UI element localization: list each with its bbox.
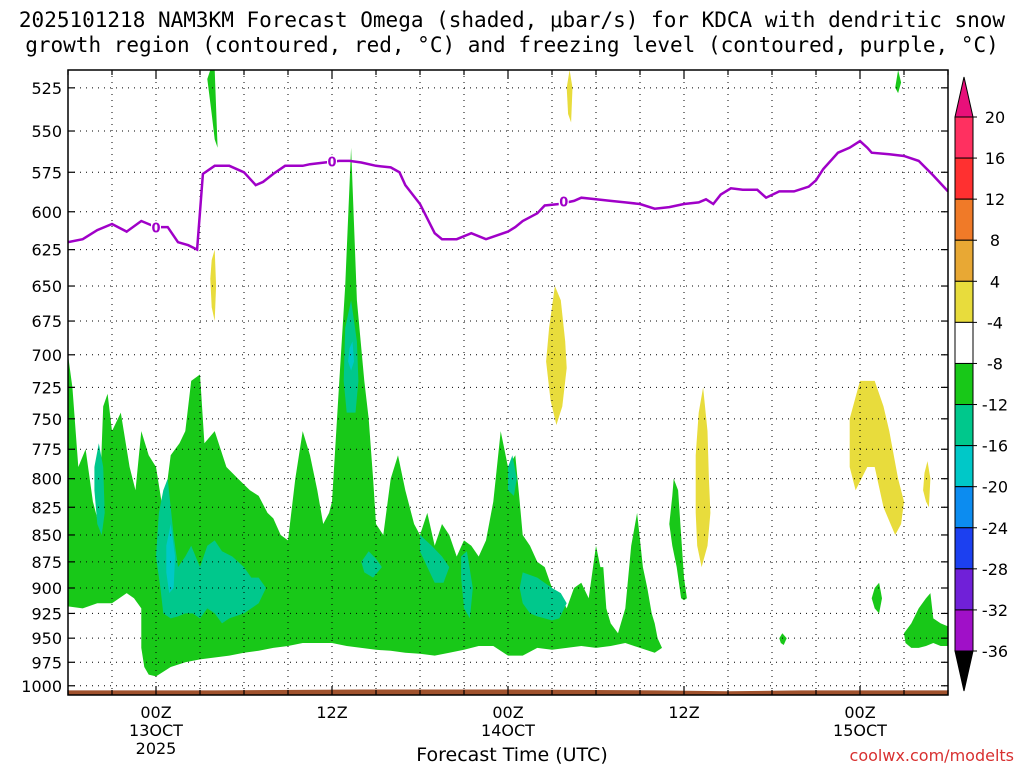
colorbar-label-9: -20 <box>982 478 1008 497</box>
colorbar-swatch-9 <box>954 486 974 529</box>
colorbar-swatch-5 <box>954 321 974 364</box>
y-tick-label-950: 950 <box>31 629 62 648</box>
colorbar: 20 16 12 8 4 -4 -8 -12 -16 -20 -24 -28 -32 -36 <box>954 76 1008 692</box>
omega-region-16 <box>348 341 354 371</box>
colorbar-label-4: 4 <box>990 272 1000 291</box>
x-tick-label-6-0: 00Z <box>140 703 171 722</box>
omega-shaded-regions <box>68 70 948 677</box>
y-tick-label-625: 625 <box>31 241 62 260</box>
colorbar-label-6: -8 <box>987 354 1003 373</box>
colorbar-over-arrow <box>954 76 974 118</box>
omega-region-13 <box>508 455 517 496</box>
colorbar-swatch-6 <box>954 362 974 406</box>
colorbar-label-8: -16 <box>982 437 1008 456</box>
y-tick-label-900: 900 <box>31 579 62 598</box>
y-axis-ticks: 525 550 575 600 625 650 675 700 725 750 775 800 825 8… <box>21 79 948 696</box>
omega-region-2 <box>669 478 687 601</box>
omega-region-18 <box>566 70 573 123</box>
freezing-level-label-1: 0 <box>327 156 336 171</box>
omega-region-5 <box>871 582 882 614</box>
omega-region-20 <box>695 387 711 568</box>
omega-region-6 <box>895 70 902 94</box>
x-axis-label: Forecast Time (UTC) <box>416 744 608 766</box>
y-tick-label-700: 700 <box>31 346 62 365</box>
omega-region-14 <box>519 572 567 621</box>
y-tick-label-800: 800 <box>31 470 62 489</box>
y-tick-label-550: 550 <box>31 122 62 141</box>
y-tick-label-775: 775 <box>31 440 62 459</box>
colorbar-swatch-8 <box>954 445 974 488</box>
colorbar-swatch-12 <box>954 609 974 652</box>
colorbar-label-3: 8 <box>990 231 1000 250</box>
omega-region-7 <box>94 443 105 535</box>
chart-title-line1: 2025101218 NAM3KM Forecast Omega (shaded… <box>18 8 1006 32</box>
freezing-level-line <box>68 139 948 252</box>
colorbar-under-arrow <box>954 650 974 692</box>
freezing-level-label-bg-1 <box>327 154 337 169</box>
omega-region-1 <box>207 70 218 148</box>
omega-region-19 <box>546 286 567 425</box>
freezing-level-label-bg-2 <box>558 194 569 209</box>
colorbar-label-7: -12 <box>982 396 1008 415</box>
omega-region-3 <box>779 633 787 645</box>
colorbar-swatch-11 <box>954 568 974 611</box>
omega-region-11 <box>420 535 450 583</box>
omega-region-8 <box>156 478 266 624</box>
y-tick-label-875: 875 <box>31 553 62 572</box>
y-tick-label-675: 675 <box>31 312 62 331</box>
y-tick-label-725: 725 <box>31 378 62 397</box>
y-tick-label-825: 825 <box>31 498 62 517</box>
chart-title-line2: growth region (contoured, red, °C) and f… <box>25 33 999 57</box>
x-tick-label-6-2: 2025 <box>136 739 177 758</box>
freezing-level-label-0: 0 <box>151 222 160 237</box>
x-tick-label-42-0: 12Z <box>668 703 699 722</box>
colorbar-swatch-0 <box>954 116 974 159</box>
colorbar-label-0: 20 <box>985 108 1005 127</box>
freezing-level-label-2: 0 <box>559 195 568 210</box>
omega-region-15 <box>166 524 176 594</box>
x-tick-label-6-1: 13OCT <box>129 721 183 740</box>
x-tick-label-18-0: 12Z <box>316 703 347 722</box>
x-tick-label-54-0: 00Z <box>844 703 875 722</box>
y-tick-label-575: 575 <box>31 163 62 182</box>
y-tick-label-925: 925 <box>31 604 62 623</box>
y-tick-label-850: 850 <box>31 526 62 545</box>
omega-region-17 <box>210 249 217 321</box>
colorbar-swatch-3 <box>954 239 974 282</box>
colorbar-swatch-4 <box>954 280 974 323</box>
colorbar-swatch-10 <box>954 527 974 570</box>
omega-region-21 <box>849 380 904 535</box>
y-tick-label-650: 650 <box>31 277 62 296</box>
y-tick-label-750: 750 <box>31 410 62 429</box>
y-tick-label-975: 975 <box>31 653 62 672</box>
colorbar-label-12: -32 <box>982 601 1008 620</box>
colorbar-label-13: -36 <box>982 642 1008 661</box>
freezing-level-label-bg-0 <box>151 220 161 235</box>
y-tick-label-600: 600 <box>31 203 62 222</box>
colorbar-label-10: -24 <box>982 519 1008 538</box>
colorbar-swatch-2 <box>954 198 974 241</box>
colorbar-label-1: 16 <box>985 149 1005 168</box>
credit-text: coolwx.com/modelts <box>849 746 1014 765</box>
colorbar-swatch-1 <box>954 157 974 200</box>
colorbar-label-11: -28 <box>982 560 1008 579</box>
y-tick-label-525: 525 <box>31 79 62 98</box>
colorbar-swatch-7 <box>954 404 974 447</box>
omega-region-4 <box>904 593 948 648</box>
omega-region-22 <box>923 461 931 508</box>
x-tick-label-30-0: 00Z <box>492 703 523 722</box>
colorbar-label-5: -4 <box>987 313 1003 332</box>
omega-region-10 <box>361 551 382 578</box>
x-tick-label-30-1: 14OCT <box>481 721 535 740</box>
colorbar-label-2: 12 <box>985 190 1005 209</box>
freezing-level-contour: 0 0 0 <box>68 139 948 252</box>
y-tick-label-1000: 1000 <box>21 677 62 696</box>
x-tick-label-54-1: 15OCT <box>833 721 887 740</box>
